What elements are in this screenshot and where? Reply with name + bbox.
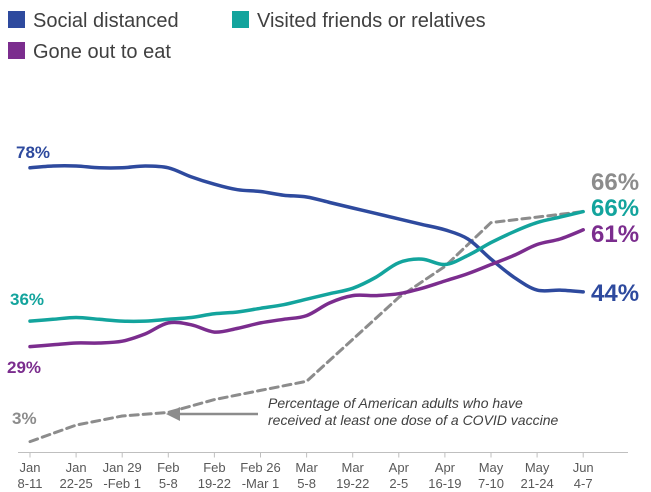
x-tick-label-line2: 4-7 [574, 476, 593, 491]
x-tick-label-line2: 19-22 [336, 476, 369, 491]
vaccine-annotation: Percentage of American adults who havere… [166, 395, 558, 428]
series-start-label: 36% [10, 290, 44, 309]
x-tick-label-line1: Apr [389, 460, 410, 475]
x-tick-label-line1: May [525, 460, 550, 475]
x-tick-label-line1: Mar [342, 460, 365, 475]
x-tick-label-line2: 21-24 [520, 476, 553, 491]
legend-item-2: Visited friends or relatives [232, 10, 486, 32]
x-tick-label-line2: 16-19 [428, 476, 461, 491]
x-tick-label-line2: 19-22 [198, 476, 231, 491]
x-tick-label-line2: 5-8 [297, 476, 316, 491]
x-tick-label-line1: Apr [435, 460, 456, 475]
x-tick-label-line1: Jan [66, 460, 87, 475]
legend-label: Social distanced [33, 10, 179, 32]
left-arrow-icon [166, 407, 180, 421]
x-tick-label: Feb 26-Mar 1 [240, 460, 280, 491]
legend-item-1: Social distanced [8, 10, 179, 32]
series-start-label: 29% [7, 358, 41, 377]
series-end-label: 61% [591, 221, 639, 248]
series-end-label: 66% [591, 195, 639, 222]
series-line-3 [28, 228, 585, 349]
series-start-label: 3% [12, 409, 37, 428]
legend-swatch [8, 11, 25, 28]
series-end-label: 66% [591, 169, 639, 196]
x-tick-label-line2: 8-11 [17, 476, 42, 491]
series-line-vaccine [28, 210, 585, 444]
x-tick-label: Jan 29-Feb 1 [103, 460, 142, 491]
legend-swatch [8, 42, 25, 59]
x-tick-label-line2: -Mar 1 [242, 476, 280, 491]
x-tick-label-line2: 22-25 [59, 476, 92, 491]
legend-label: Gone out to eat [33, 41, 171, 63]
x-tick-label-line1: Feb 26 [240, 460, 280, 475]
x-tick-label-line1: Mar [295, 460, 318, 475]
x-tick-label-line2: 2-5 [389, 476, 408, 491]
series-line-2 [28, 209, 585, 324]
legend-label: Visited friends or relatives [257, 10, 486, 32]
series-start-label: 78% [16, 143, 50, 162]
x-tick-label-line2: 7-10 [478, 476, 504, 491]
x-tick-label-line2: 5-8 [159, 476, 178, 491]
annotation-text-line: Percentage of American adults who have [268, 395, 523, 411]
x-tick-label-line1: Jan [20, 460, 41, 475]
legend-swatch [232, 11, 249, 28]
x-tick-label-line1: Feb [157, 460, 179, 475]
series-line-1 [28, 164, 585, 294]
series-end-label: 44% [591, 280, 639, 307]
x-tick-label-line2: -Feb 1 [103, 476, 141, 491]
x-tick-label-line1: May [479, 460, 504, 475]
x-tick-label-line1: Jan 29 [103, 460, 142, 475]
legend-item-3: Gone out to eat [8, 41, 171, 63]
annotation-text-line: received at least one dose of a COVID va… [268, 412, 558, 428]
x-tick-label-line1: Jun [573, 460, 594, 475]
x-tick-label-line1: Feb [203, 460, 225, 475]
